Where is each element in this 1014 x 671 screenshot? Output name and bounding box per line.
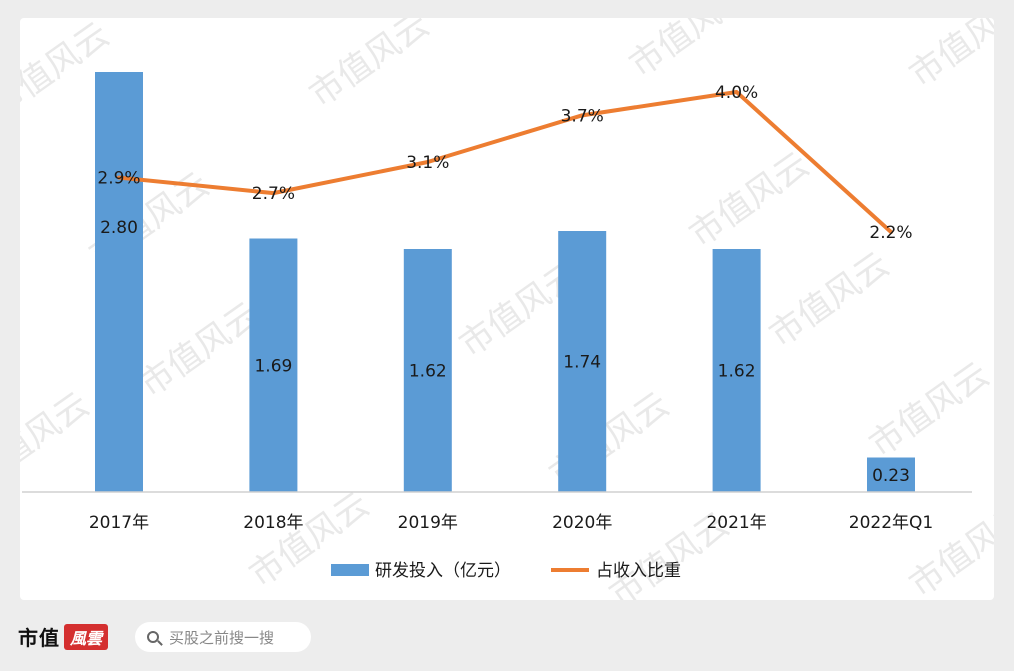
watermark-text: 市值风云 bbox=[902, 18, 994, 95]
watermark-text: 市值风云 bbox=[682, 145, 816, 256]
x-tick-label: 2018年 bbox=[243, 513, 303, 533]
bar bbox=[558, 231, 607, 492]
watermark-text: 市值风云 bbox=[762, 245, 896, 356]
footer-bar: 市值 風雲 买股之前搜一搜 bbox=[0, 600, 1014, 671]
bar bbox=[403, 249, 452, 492]
watermark-text: 市值风云 bbox=[132, 295, 266, 406]
bar-value-label: 1.62 bbox=[718, 362, 756, 382]
bar-value-label: 0.23 bbox=[872, 466, 910, 486]
legend: 研发投入（亿元） 占收入比重 bbox=[331, 561, 681, 581]
legend-line-label: 占收入比重 bbox=[596, 561, 681, 581]
bar-value-label: 1.74 bbox=[563, 353, 601, 373]
bar-value-label: 1.62 bbox=[409, 362, 447, 382]
brand-logo[interactable]: 市值 風雲 bbox=[18, 622, 109, 651]
watermark-text: 市值风云 bbox=[622, 18, 756, 85]
bar-series bbox=[95, 72, 915, 492]
bar bbox=[712, 249, 761, 492]
search-icon bbox=[147, 631, 159, 643]
bar bbox=[867, 457, 915, 492]
x-tick-label: 2021年 bbox=[706, 513, 766, 533]
line-value-label: 2.9% bbox=[97, 169, 140, 189]
watermark-text: 市值风云 bbox=[20, 385, 97, 496]
brand-name: 市值 bbox=[18, 626, 60, 650]
ratio-line bbox=[117, 90, 893, 235]
legend-bar-label: 研发投入（亿元） bbox=[375, 561, 511, 581]
bar-value-label: 1.69 bbox=[254, 356, 292, 376]
x-tick-label: 2022年Q1 bbox=[849, 513, 933, 533]
watermark-text: 市值风云 bbox=[242, 485, 376, 596]
chart-card: 市值风云 市值风云 市值风云 市值风云 市值风云 市值风云 市值风云 市值风云 市值风云 市值风云… bbox=[20, 18, 994, 600]
x-tick-labels: 2017年 2018年 2019年 2020年 2021年 2022年Q1 bbox=[89, 513, 933, 533]
legend-bar-swatch bbox=[331, 564, 369, 576]
line-data-labels: 2.9% 2.7% 3.1% 3.7% 4.0% 2.2% bbox=[97, 83, 912, 243]
watermark-text: 市值风云 bbox=[862, 355, 994, 466]
search-placeholder: 买股之前搜一搜 bbox=[169, 628, 275, 647]
x-tick-label: 2019年 bbox=[398, 513, 458, 533]
watermark-text: 市值风云 bbox=[902, 495, 994, 600]
bar bbox=[95, 72, 143, 492]
bar bbox=[249, 238, 298, 492]
x-tick-label: 2020年 bbox=[552, 513, 612, 533]
line-value-label: 3.7% bbox=[561, 106, 604, 126]
watermark-text: 市值风云 bbox=[302, 18, 436, 115]
x-tick-label: 2017年 bbox=[89, 513, 149, 533]
bar-data-labels: 2.80 1.69 1.62 1.74 1.62 0.23 bbox=[100, 218, 910, 486]
bar-value-label: 2.80 bbox=[100, 218, 138, 238]
search-box[interactable]: 买股之前搜一搜 bbox=[135, 622, 311, 652]
line-value-label: 2.7% bbox=[252, 184, 295, 204]
line-value-label: 3.1% bbox=[406, 153, 449, 173]
brand-badge: 風雲 bbox=[64, 623, 109, 650]
line-value-label: 2.2% bbox=[869, 223, 912, 243]
line-value-label: 4.0% bbox=[715, 83, 758, 103]
